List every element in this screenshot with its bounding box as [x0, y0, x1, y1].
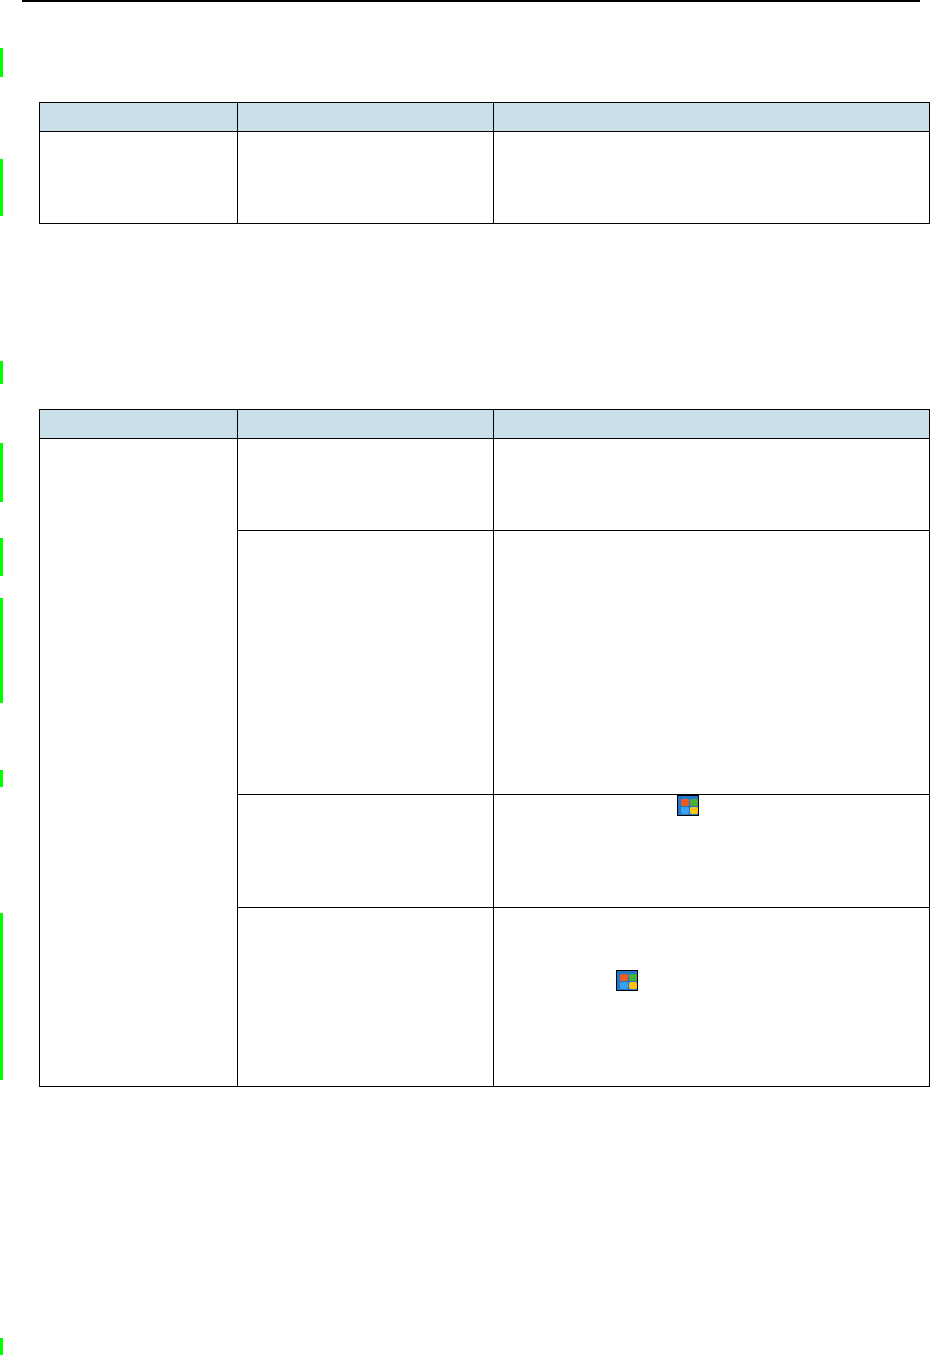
table-2 [39, 409, 930, 1087]
table-cell [237, 530, 494, 795]
windows-start-icon [616, 970, 638, 991]
table-row [39, 131, 930, 224]
table-cell [493, 530, 930, 795]
table-row [40, 907, 930, 1087]
table-1 [39, 102, 930, 224]
change-bar [0, 443, 3, 502]
header-cell [39, 102, 238, 132]
header-cell [493, 409, 930, 439]
change-bar [0, 598, 3, 703]
header-cell [39, 409, 238, 439]
table-cell [237, 907, 494, 1087]
table-cell [39, 438, 238, 1087]
table-cell [237, 438, 494, 531]
header-cell [493, 102, 930, 132]
header-cell [237, 102, 494, 132]
change-bar [0, 1338, 3, 1355]
header-rule [22, 0, 920, 2]
table-row [39, 438, 930, 1087]
change-bar [0, 913, 3, 1080]
table-cell [493, 907, 930, 1087]
table-cell [39, 131, 238, 224]
change-bar [0, 770, 3, 787]
table-header-row [39, 409, 930, 439]
table-cell [493, 794, 930, 908]
table-header-row [39, 102, 930, 132]
table-cell [237, 794, 494, 908]
table-cell [493, 131, 930, 224]
table-cell [493, 438, 930, 531]
change-bar [0, 48, 3, 77]
header-cell [237, 409, 494, 439]
change-bar [0, 361, 3, 384]
change-bar [0, 538, 3, 576]
windows-start-icon [677, 795, 699, 816]
table-cell [237, 131, 494, 224]
change-bar [0, 159, 3, 216]
